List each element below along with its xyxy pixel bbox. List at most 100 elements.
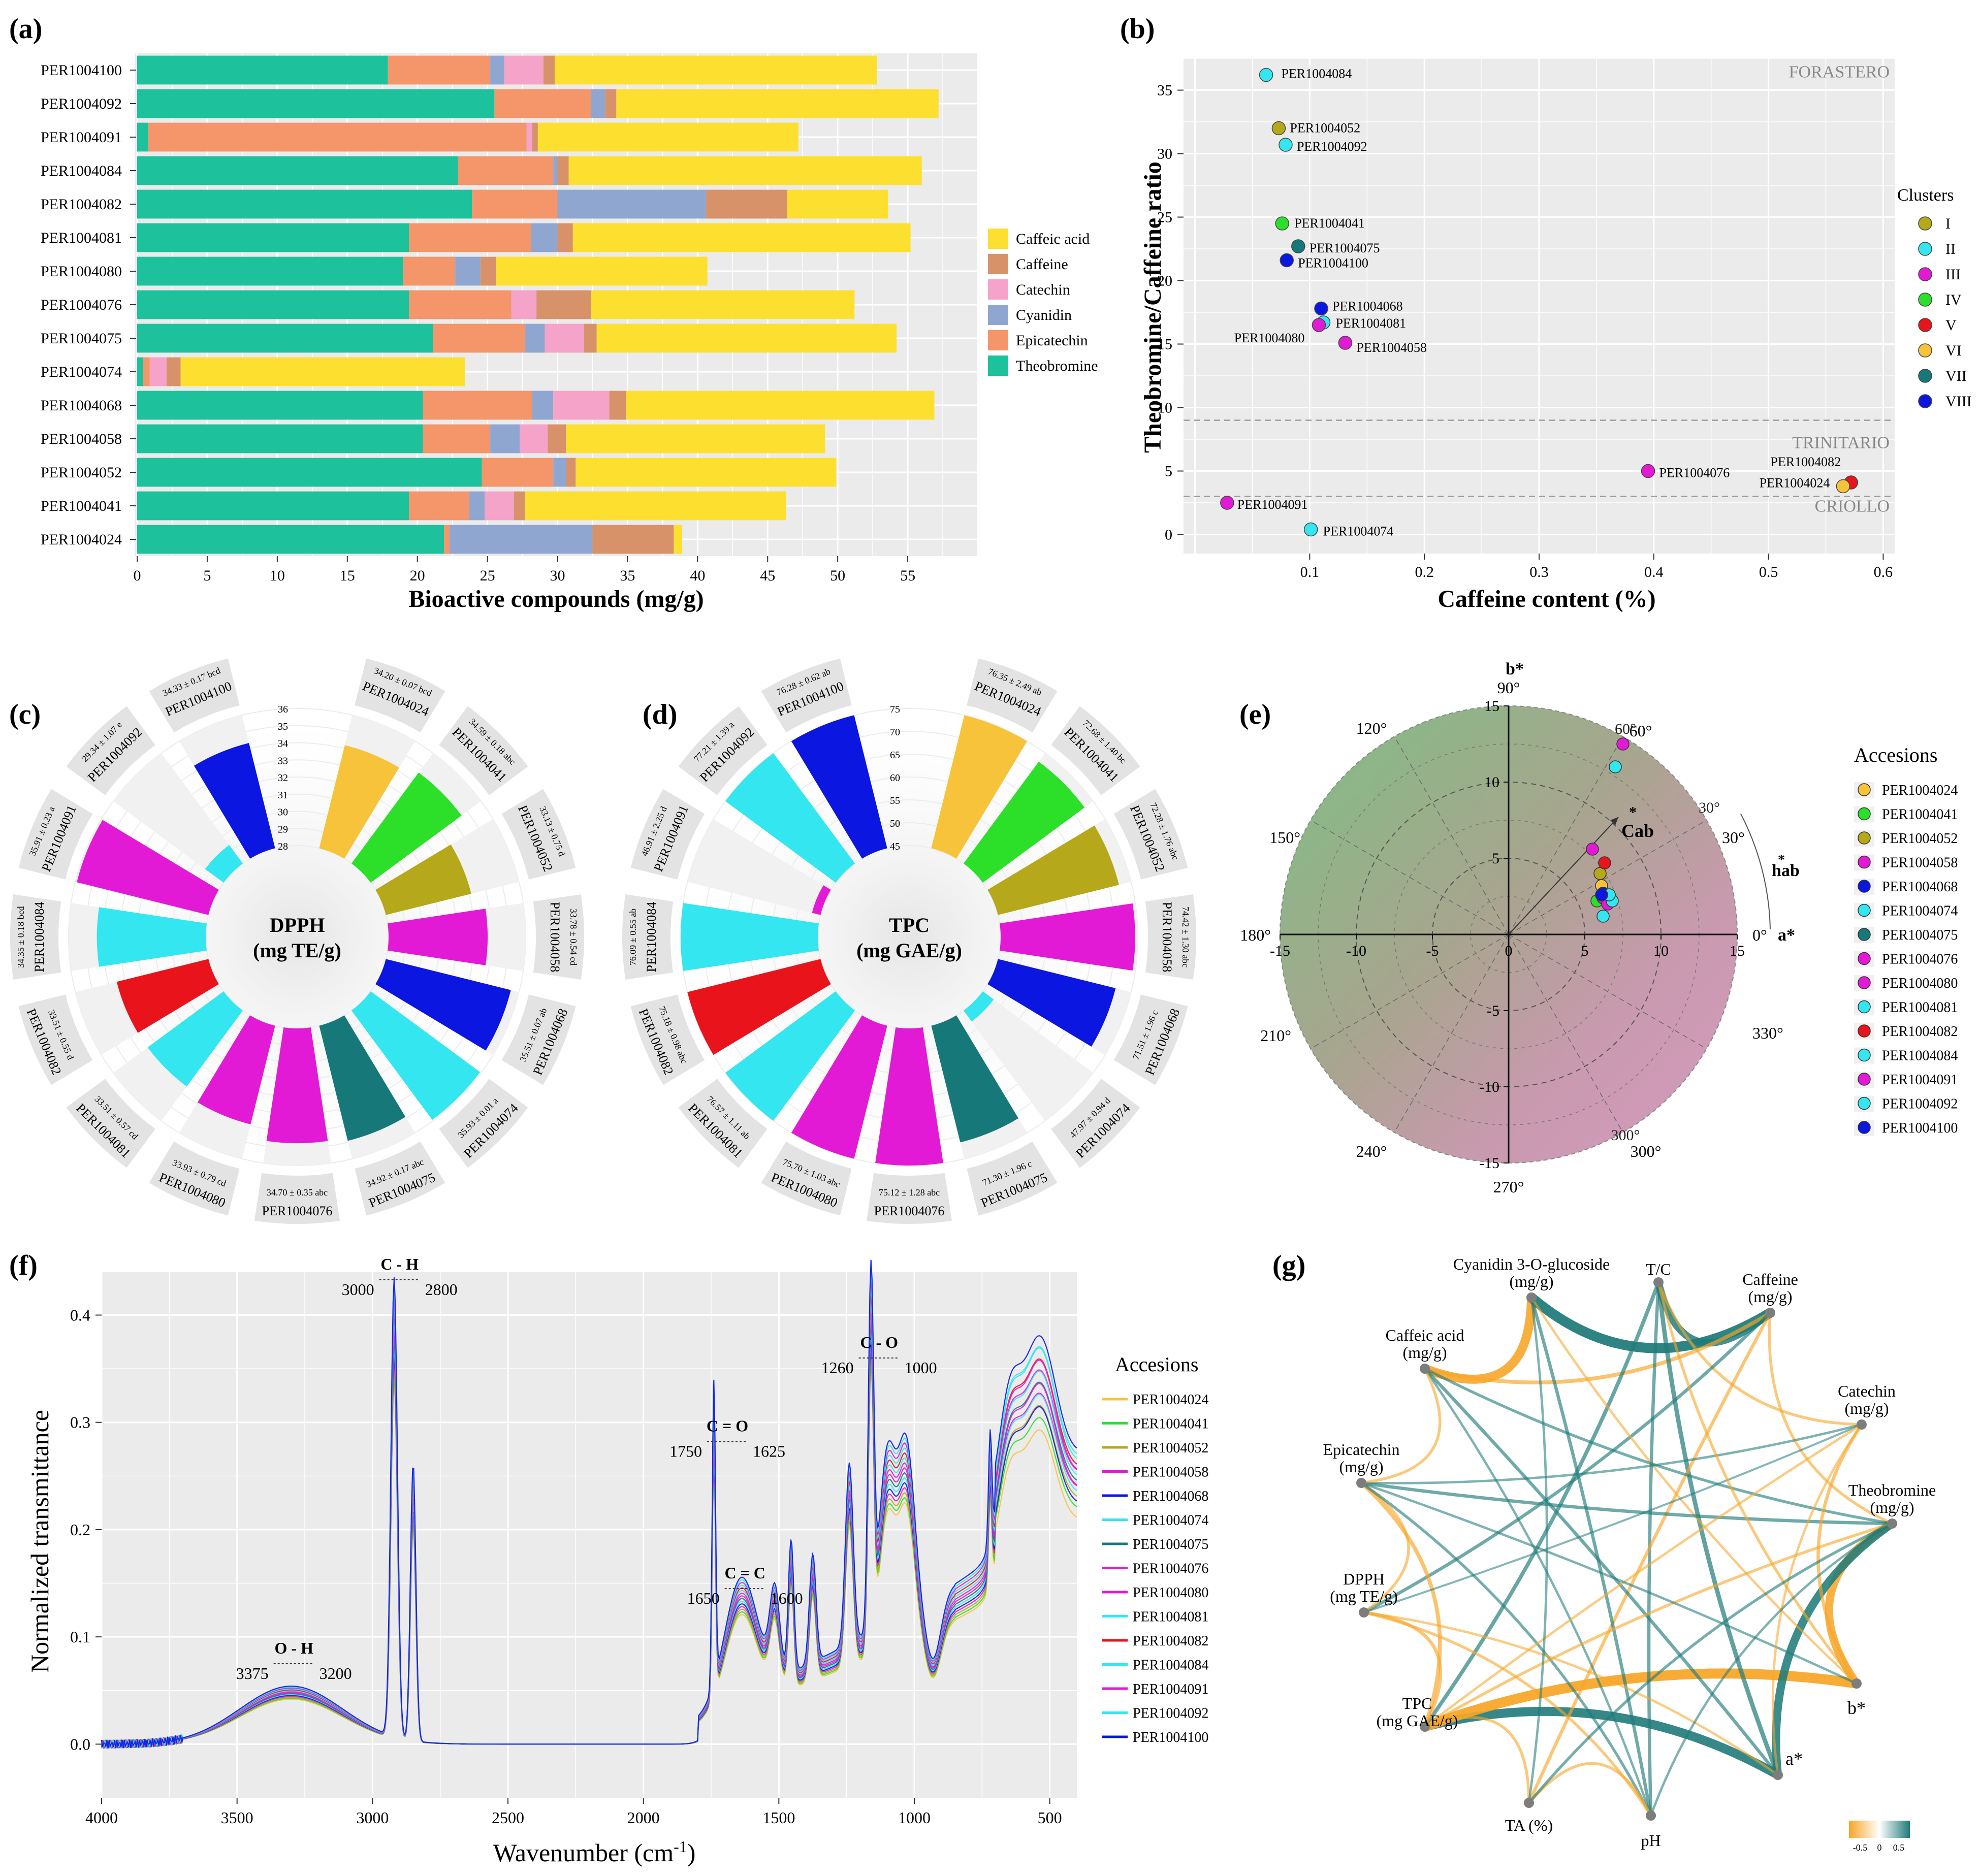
network-node [1857, 1419, 1867, 1430]
correlation-edge [1423, 1423, 1863, 1728]
legend-marker [1858, 880, 1871, 893]
chart-f-y-axis-label: Normalized transmittance [25, 1410, 54, 1673]
bar-segment [482, 458, 554, 487]
polar-bar [205, 845, 243, 883]
bar-segment [455, 256, 481, 286]
correlation-edge [1649, 1522, 1894, 1817]
bar-segment [545, 324, 584, 353]
y-tick-label: 0.2 [70, 1521, 90, 1539]
bar-segment [605, 89, 617, 118]
network-node [1359, 1607, 1369, 1618]
node-label: Caffeine [1742, 1270, 1798, 1288]
polar-spoke [1508, 820, 1707, 935]
bar-segment [557, 223, 573, 252]
color-bar [1849, 1821, 1910, 1838]
bar-label: PER1004084 [644, 902, 659, 973]
label-band [1113, 789, 1188, 880]
category-label: PER1004068 [41, 397, 122, 414]
bar-segment [543, 55, 555, 85]
band-right-label: 1625 [753, 1442, 785, 1461]
angle-label: 240° [1356, 1142, 1387, 1160]
node-label: Epicatechin [1323, 1440, 1399, 1459]
polar-bar [725, 991, 855, 1121]
cab-star: * [1629, 804, 1637, 821]
bar-segment [450, 525, 593, 554]
label-band [1051, 706, 1140, 795]
x-tick-label: -15 [1270, 943, 1290, 959]
legend-label: PER1004080 [1882, 976, 1958, 991]
legend-label: Catechin [1016, 281, 1070, 298]
y-tick-label: 0 [1165, 527, 1172, 543]
polar-bar [266, 1027, 328, 1144]
chart-g-nodes: Cyanidin 3-O-glucoside(mg/g)T/CCaffeine(… [1323, 1255, 1936, 1850]
bar-segment [787, 189, 888, 219]
hab-label: hab [1772, 861, 1800, 880]
polar-bar [931, 715, 1028, 859]
bar-segment [137, 122, 149, 152]
color-bar-label: 0.5 [1893, 1842, 1905, 1853]
legend-label: PER1004041 [1133, 1416, 1208, 1432]
bar-segment [592, 525, 674, 554]
bar-segment [166, 357, 181, 386]
polar-bar [987, 825, 1119, 915]
bar-segment [149, 357, 167, 386]
data-point [1220, 496, 1234, 510]
legend-swatch [988, 305, 1008, 325]
data-point [1836, 479, 1850, 494]
node-label: TPC [1402, 1694, 1432, 1712]
category-label: PER1004084 [41, 163, 122, 179]
angle-label: 30° [1722, 828, 1745, 847]
polar-bar [963, 991, 994, 1022]
bar-value-label: 34.70 ± 0.35 abc [267, 1187, 328, 1198]
label-band [501, 994, 576, 1085]
bar-segment [423, 424, 491, 454]
legend-marker [1858, 855, 1871, 869]
r-tick-label: 29 [278, 824, 288, 835]
y-tick-label: -10 [1479, 1079, 1499, 1095]
category-label: PER1004052 [41, 464, 122, 481]
legend-marker [1858, 928, 1871, 941]
bar-segment [566, 424, 825, 454]
x-tick-label: 50 [830, 567, 845, 584]
label-band [149, 1141, 240, 1216]
angle-label: 270° [1493, 1178, 1524, 1196]
label-band [622, 894, 674, 980]
legend-label: VIII [1945, 393, 1972, 410]
region-label: FORASTERO [1789, 63, 1890, 82]
polar-bar [963, 761, 1085, 883]
y-tick-label: 30 [1157, 146, 1172, 163]
correlation-edge [1527, 1522, 1894, 1804]
bar-label: PER1004084 [32, 902, 47, 973]
bar-segment [148, 122, 527, 152]
angle-label: 30° [1699, 799, 1720, 816]
label-band [630, 994, 705, 1085]
x-tick-label: 0.6 [1874, 564, 1893, 580]
chart-b-points: PER1004084 PER1004052 PER1004092 PER1004041… [1220, 67, 1858, 539]
node-label: (mg/g) [1339, 1458, 1383, 1476]
r-tick-label: 34 [278, 738, 288, 750]
polar-spoke [1310, 820, 1509, 935]
category-label: PER1004092 [41, 95, 122, 112]
category-label: PER1004075 [41, 330, 122, 347]
bar-segment [444, 525, 450, 554]
category-label: PER1004081 [41, 230, 122, 246]
r-tick-label: 75 [890, 704, 900, 715]
r-tick-label: 32 [278, 772, 288, 784]
x-tick-label: 5 [203, 567, 211, 584]
point-label: PER1004091 [1237, 497, 1308, 512]
bar-segment [557, 189, 706, 219]
legend-marker [1858, 783, 1871, 796]
polar-bar [681, 903, 819, 971]
category-label: PER1004076 [41, 297, 122, 313]
band-right-label: 1600 [771, 1589, 803, 1607]
correlation-edge [1360, 1423, 1863, 1484]
label-band [18, 789, 93, 880]
bar-segment [137, 391, 423, 420]
chart-b-y-axis-label: Theobromine/Caffeine ratio [1139, 161, 1166, 453]
bar-segment [566, 458, 576, 487]
band-right-label: 3200 [320, 1664, 352, 1683]
x-tick-label: 3500 [221, 1808, 253, 1827]
legend-label: PER1004100 [1133, 1730, 1208, 1745]
chart-a-x-ticks: 0 5 10 15 20 25 30 35 40 45 50 55 [134, 556, 915, 584]
